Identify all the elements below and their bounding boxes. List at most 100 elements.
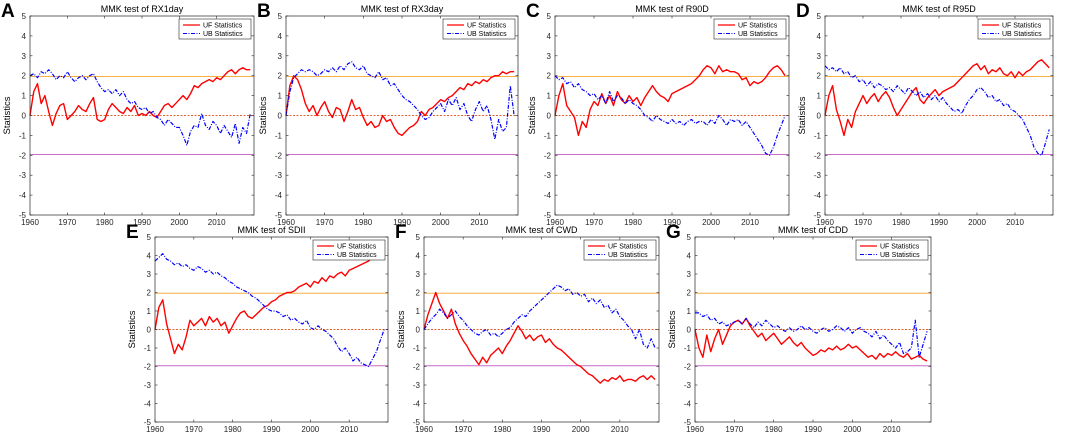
uf-statistics-line xyxy=(554,65,786,137)
y-tick-label: 1 xyxy=(22,92,27,101)
uf-statistics-line xyxy=(423,291,656,384)
x-tick-label: 1960 xyxy=(546,218,564,227)
y-axis-label: Statistics xyxy=(527,96,538,134)
y-tick-label: 5 xyxy=(278,12,283,21)
legend-uf-label: UF Statistics xyxy=(738,23,778,30)
y-tick-label: 4 xyxy=(278,32,283,41)
y-tick-label: 5 xyxy=(547,12,552,21)
y-axis-label: Statistics xyxy=(667,310,678,348)
y-tick-label: 5 xyxy=(687,233,692,242)
y-tick-label: 0 xyxy=(22,112,27,121)
legend-uf-label: UF Statistics xyxy=(203,23,243,30)
y-tick-label: 0 xyxy=(278,112,283,121)
x-tick-label: 1970 xyxy=(725,425,743,432)
x-tick-label: 1960 xyxy=(816,218,834,227)
x-tick-label: 1980 xyxy=(765,425,783,432)
y-axis-label: Statistics xyxy=(797,96,808,134)
y-axis-label: Statistics xyxy=(127,310,138,348)
x-tick-label: 1980 xyxy=(892,218,910,227)
y-tick-label: 0 xyxy=(547,112,552,121)
y-tick-label: 4 xyxy=(416,252,421,261)
y-tick-label: -5 xyxy=(814,211,822,220)
y-tick-label: -1 xyxy=(19,131,27,140)
x-tick-label: 1960 xyxy=(686,425,704,432)
chart-title: MMK test of R95D xyxy=(902,4,976,14)
x-tick-label: 1970 xyxy=(316,218,334,227)
y-tick-label: -5 xyxy=(275,211,283,220)
x-tick-label: 1990 xyxy=(804,425,822,432)
y-tick-label: 2 xyxy=(278,72,283,81)
y-tick-label: -3 xyxy=(814,171,822,180)
panel-letter: F xyxy=(395,222,407,243)
y-tick-label: -1 xyxy=(814,131,822,140)
y-tick-label: -4 xyxy=(413,400,421,409)
y-tick-label: -1 xyxy=(275,131,283,140)
uf-statistics-line xyxy=(154,249,385,355)
x-tick-label: 2010 xyxy=(208,218,226,227)
legend-ub-label: UB Statistics xyxy=(738,31,778,38)
y-tick-label: -3 xyxy=(19,171,27,180)
y-tick-label: 3 xyxy=(147,270,152,279)
y-tick-label: -4 xyxy=(275,191,283,200)
y-tick-label: 1 xyxy=(547,92,552,101)
x-tick-label: 1990 xyxy=(663,218,681,227)
y-tick-label: 1 xyxy=(147,307,152,316)
y-tick-label: 0 xyxy=(687,326,692,335)
x-tick-label: 2000 xyxy=(170,218,188,227)
x-tick-label: 1990 xyxy=(133,218,151,227)
y-tick-label: 0 xyxy=(416,326,421,335)
y-tick-label: 3 xyxy=(547,52,552,61)
y-tick-label: 4 xyxy=(22,32,27,41)
y-tick-label: 3 xyxy=(22,52,27,61)
y-tick-label: -4 xyxy=(544,191,552,200)
y-tick-label: 2 xyxy=(147,289,152,298)
y-tick-label: -2 xyxy=(413,363,421,372)
chart-title: MMK test of CWD xyxy=(505,225,578,235)
y-tick-label: 1 xyxy=(817,92,822,101)
x-tick-label: 2000 xyxy=(301,425,319,432)
y-tick-label: -1 xyxy=(144,344,152,353)
x-tick-label: 2010 xyxy=(741,218,759,227)
ub-statistics-line xyxy=(824,65,1050,156)
chart-title: MMK test of RX1day xyxy=(101,4,184,14)
y-tick-label: -3 xyxy=(413,381,421,390)
y-tick-label: 2 xyxy=(817,72,822,81)
y-tick-label: -5 xyxy=(413,418,421,427)
x-tick-label: 2000 xyxy=(843,425,861,432)
y-tick-label: -2 xyxy=(544,151,552,160)
y-tick-label: 1 xyxy=(278,92,283,101)
y-tick-label: 2 xyxy=(22,72,27,81)
x-tick-label: 1970 xyxy=(185,425,203,432)
ub-statistics-line xyxy=(285,61,515,140)
x-tick-label: 2000 xyxy=(432,218,450,227)
y-axis-label: Statistics xyxy=(2,96,13,134)
y-tick-label: 4 xyxy=(817,32,822,41)
chart-title: MMK test of R90D xyxy=(635,4,709,14)
y-tick-label: 1 xyxy=(687,307,692,316)
y-tick-label: -2 xyxy=(275,151,283,160)
x-tick-label: 2010 xyxy=(470,218,488,227)
panel-letter: E xyxy=(126,222,139,243)
legend-uf-label: UF Statistics xyxy=(467,23,507,30)
panel-letter: A xyxy=(1,1,15,22)
panel-letter: C xyxy=(526,1,540,22)
y-axis-label: Statistics xyxy=(396,310,407,348)
x-tick-label: 1980 xyxy=(96,218,114,227)
y-tick-label: -4 xyxy=(684,400,692,409)
legend-ub-label: UB Statistics xyxy=(467,31,507,38)
x-tick-label: 2010 xyxy=(340,425,358,432)
y-tick-label: -2 xyxy=(684,363,692,372)
y-tick-label: -4 xyxy=(19,191,27,200)
y-tick-label: -5 xyxy=(684,418,692,427)
y-tick-label: 5 xyxy=(817,12,822,21)
